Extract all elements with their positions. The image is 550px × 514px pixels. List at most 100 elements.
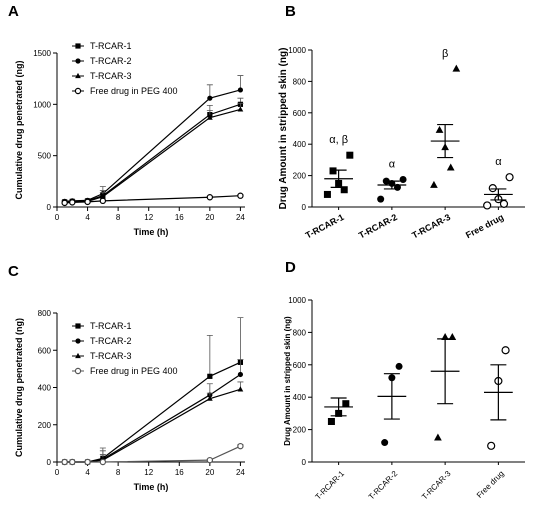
marker [399, 176, 407, 184]
marker [84, 198, 91, 206]
legend-label: T-RCAR-1 [90, 41, 132, 51]
marker [75, 43, 81, 49]
marker [395, 362, 403, 370]
marker [237, 442, 244, 450]
marker [452, 64, 461, 72]
marker [75, 72, 81, 79]
series-line [64, 445, 241, 463]
x-axis-label: Time (h) [134, 227, 169, 237]
marker [381, 439, 389, 447]
marker [327, 418, 335, 425]
marker [346, 151, 354, 159]
annotation: β [442, 48, 448, 60]
marker [501, 346, 510, 355]
annotation: α [389, 159, 396, 171]
series-line [64, 108, 241, 203]
x-tick-label: 0 [55, 468, 60, 477]
y-tick-label: 500 [38, 152, 52, 161]
y-axis-label: Drug Amount in stripped skin (ng) [278, 48, 289, 210]
x-tick-label: T-RCAR-2 [367, 469, 400, 502]
sem-bar [383, 180, 400, 190]
legend-label: T-RCAR-3 [90, 71, 132, 81]
y-tick-label: 0 [302, 458, 307, 467]
x-tick-label: T-RCAR-1 [304, 212, 346, 241]
marker [323, 190, 331, 198]
y-tick-label: 200 [293, 172, 307, 181]
panel-label: C [8, 263, 19, 280]
marker [207, 95, 213, 101]
marker [505, 173, 514, 182]
marker [69, 199, 76, 206]
y-tick-label: 600 [38, 346, 52, 355]
marker [75, 338, 81, 344]
x-tick-label: 8 [116, 213, 121, 222]
marker [207, 373, 213, 379]
series-line [64, 373, 241, 463]
x-axis-label: Time (h) [134, 482, 169, 492]
x-tick-label: 0 [55, 213, 60, 222]
marker [74, 367, 82, 375]
marker [61, 199, 68, 207]
y-tick-label: 400 [293, 140, 307, 149]
marker [206, 395, 213, 401]
marker [75, 352, 81, 359]
marker [75, 323, 81, 329]
x-tick-label: 16 [175, 213, 184, 222]
panel-label: D [285, 259, 296, 276]
y-tick-label: 400 [293, 393, 307, 402]
x-tick-label: 12 [144, 213, 153, 222]
legend-label: T-RCAR-2 [90, 336, 132, 346]
sem-bar [437, 338, 454, 405]
y-tick-label: 800 [293, 77, 307, 86]
x-tick-label: T-RCAR-2 [357, 212, 399, 241]
marker [99, 458, 107, 466]
marker [99, 197, 107, 205]
panel-label: B [285, 3, 296, 20]
sem-bar [490, 364, 507, 421]
marker [434, 433, 442, 441]
y-tick-label: 400 [38, 384, 52, 393]
y-axis-label: Cumulative drug penetrated (ng) [14, 318, 24, 457]
marker [74, 87, 82, 95]
legend-label: T-RCAR-1 [90, 321, 132, 331]
marker [435, 125, 444, 133]
x-tick-label: Free drug [475, 469, 506, 500]
sem-bar [437, 123, 454, 159]
legend-label: T-RCAR-2 [90, 56, 132, 66]
x-tick-label: T-RCAR-3 [420, 469, 453, 502]
y-tick-label: 0 [302, 203, 307, 212]
marker [61, 458, 68, 466]
marker [342, 400, 350, 408]
y-tick-label: 0 [47, 458, 52, 467]
sem-bar [330, 397, 347, 417]
x-tick-label: 20 [205, 468, 214, 477]
y-tick-label: 0 [47, 203, 52, 212]
marker [377, 195, 385, 203]
marker [99, 193, 106, 199]
y-tick-label: 600 [293, 109, 307, 118]
marker [340, 186, 348, 194]
marker [84, 458, 91, 466]
marker [430, 180, 438, 188]
marker [206, 114, 213, 120]
x-tick-label: 24 [236, 468, 245, 477]
series-line [64, 361, 241, 463]
series-line [64, 103, 241, 203]
annotation: α, β [329, 134, 348, 146]
marker [483, 201, 492, 210]
marker [237, 87, 244, 93]
x-tick-label: T-RCAR-1 [314, 469, 347, 502]
y-tick-label: 600 [293, 361, 307, 370]
y-tick-label: 1000 [33, 100, 51, 109]
x-tick-label: 12 [144, 468, 153, 477]
series-line [64, 388, 241, 463]
y-tick-label: 800 [293, 328, 307, 337]
marker [488, 184, 497, 193]
marker [237, 371, 244, 378]
annotation: α [495, 156, 502, 168]
marker [237, 386, 244, 392]
marker [75, 58, 81, 64]
y-tick-label: 800 [38, 309, 52, 318]
y-tick-label: 1500 [33, 49, 51, 58]
